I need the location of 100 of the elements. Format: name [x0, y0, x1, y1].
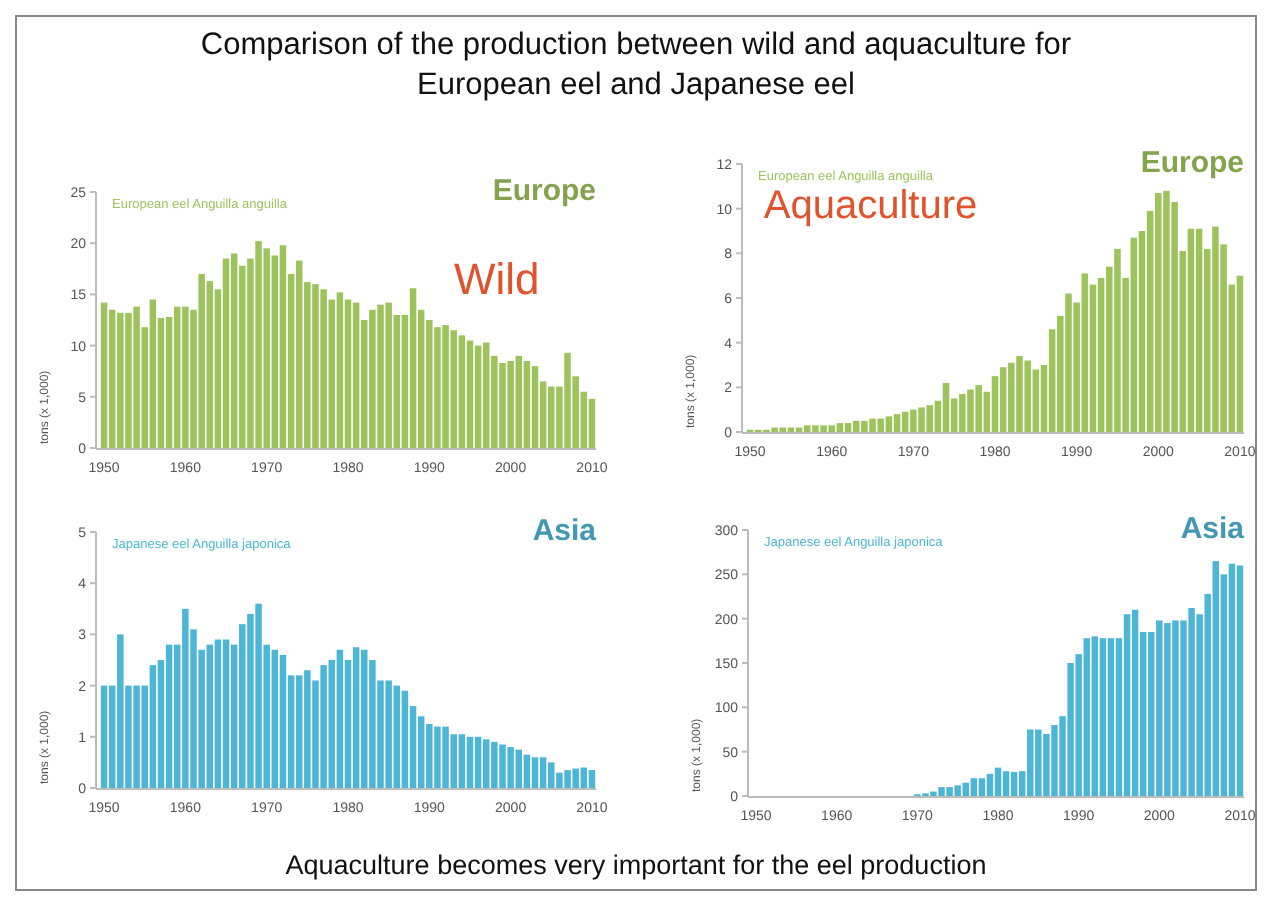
bar	[149, 299, 157, 448]
bar	[877, 418, 884, 432]
bar	[531, 757, 539, 788]
bar	[1099, 638, 1107, 796]
bar	[1032, 369, 1040, 432]
bar	[978, 778, 986, 796]
bar	[206, 281, 214, 448]
bar	[466, 736, 474, 788]
bar	[994, 767, 1002, 796]
bar	[1130, 237, 1138, 432]
bar	[580, 767, 588, 788]
bar	[1002, 771, 1010, 796]
bar	[1228, 563, 1236, 796]
bar	[588, 398, 596, 448]
bar	[946, 787, 953, 796]
bar	[173, 306, 181, 448]
bar	[572, 768, 579, 788]
bar	[812, 425, 819, 432]
bar	[1163, 190, 1170, 432]
bar	[474, 345, 482, 448]
bar	[320, 289, 327, 448]
bar	[409, 288, 417, 448]
bar	[588, 770, 596, 788]
bar	[320, 665, 327, 788]
bar	[959, 394, 966, 432]
bar	[100, 685, 108, 788]
bar	[450, 330, 457, 448]
bar	[1027, 729, 1034, 796]
bar	[255, 241, 262, 448]
bar	[442, 726, 449, 788]
text: Asia	[532, 514, 598, 548]
bar	[499, 363, 506, 448]
bar	[458, 734, 466, 788]
bar	[1131, 609, 1139, 796]
series-label: Asia	[1180, 512, 1246, 546]
annotation: Wild	[454, 254, 540, 305]
bar	[885, 416, 893, 432]
bar	[515, 355, 523, 448]
bar	[1016, 356, 1023, 432]
bar	[1164, 623, 1171, 796]
bar	[1083, 638, 1090, 796]
bar	[1010, 772, 1018, 796]
bar	[1065, 293, 1072, 432]
bar	[1107, 638, 1115, 796]
bar	[539, 757, 547, 788]
bar	[304, 670, 311, 788]
bar	[938, 787, 945, 796]
bar	[401, 690, 409, 788]
bar	[548, 762, 555, 788]
bar	[918, 407, 925, 432]
bar	[222, 639, 230, 788]
bar	[828, 425, 835, 432]
bar	[1008, 362, 1015, 432]
bar	[491, 741, 498, 788]
bar	[910, 409, 917, 432]
bar	[861, 420, 868, 432]
bar	[393, 685, 401, 788]
bar	[482, 342, 490, 448]
bar	[182, 306, 189, 448]
bar	[844, 423, 852, 432]
bar	[230, 253, 238, 448]
bar	[893, 414, 901, 432]
bar	[869, 418, 876, 432]
bar	[1187, 228, 1195, 432]
bar	[426, 724, 433, 788]
bar	[962, 782, 969, 796]
bar	[263, 248, 270, 448]
bar	[117, 312, 124, 448]
bar	[901, 411, 909, 432]
bar	[970, 778, 978, 796]
bar	[1236, 565, 1244, 796]
bar	[344, 299, 352, 448]
bar	[133, 306, 140, 448]
bar	[125, 312, 132, 448]
bar	[986, 773, 994, 796]
bar	[1024, 360, 1031, 432]
bar	[214, 639, 222, 788]
bar	[312, 284, 319, 448]
bar	[352, 647, 360, 788]
bar	[507, 747, 514, 788]
bar	[442, 325, 449, 448]
bar	[466, 340, 474, 448]
bar	[100, 302, 108, 448]
bar	[117, 634, 124, 788]
annotation: Aquaculture	[763, 183, 978, 228]
bar	[1043, 733, 1050, 796]
bar	[515, 749, 523, 788]
bar	[523, 360, 531, 448]
bar	[523, 754, 531, 788]
bar	[852, 420, 860, 432]
bar	[369, 309, 376, 448]
bar	[803, 425, 811, 432]
bar	[1114, 248, 1121, 432]
bar	[149, 665, 157, 788]
bar	[222, 258, 230, 448]
chart-title: Comparison of the production between wild and aquaculture for European eel and Japanese eel	[200, 28, 1072, 102]
bar	[1091, 636, 1099, 796]
bar	[954, 785, 961, 796]
bar	[361, 649, 368, 788]
bar	[206, 644, 214, 788]
